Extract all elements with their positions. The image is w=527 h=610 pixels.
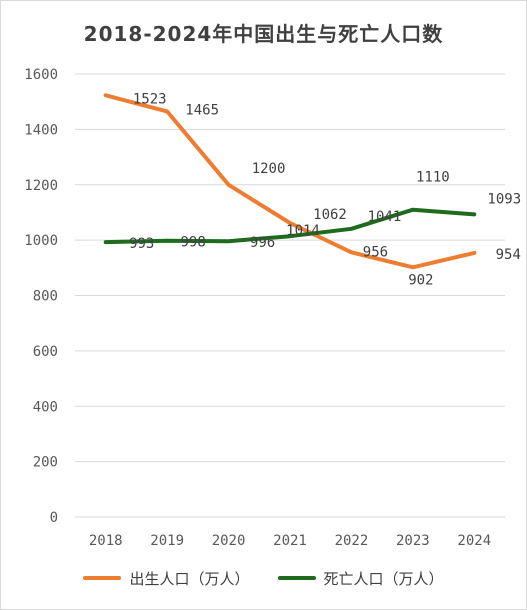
y-tick-label: 1200 — [24, 178, 58, 194]
series-line-1 — [103, 207, 477, 245]
data-label-s0-1: 1465 — [185, 102, 219, 118]
data-label-s1-4: 1041 — [368, 209, 402, 225]
data-label-s1-0: 993 — [129, 236, 154, 252]
y-tick-label: 400 — [33, 399, 58, 415]
y-tick-label: 1400 — [24, 122, 58, 138]
legend-label-deaths: 死亡人口（万人） — [323, 569, 444, 588]
legend-item-births: 出生人口（万人） — [83, 568, 250, 589]
data-label-s1-3: 1014 — [286, 223, 320, 239]
data-label-s1-5: 1110 — [416, 170, 450, 186]
x-tick-label: 2021 — [273, 533, 307, 549]
data-label-s1-1: 998 — [180, 235, 205, 251]
data-label-s0-0: 1523 — [133, 91, 167, 107]
y-tick-label: 1600 — [24, 67, 58, 83]
x-tick-label: 2020 — [212, 533, 246, 549]
legend-item-deaths: 死亡人口（万人） — [277, 568, 444, 589]
data-label-s0-4: 956 — [363, 244, 388, 260]
legend-label-births: 出生人口（万人） — [129, 569, 250, 588]
data-label-s0-2: 1200 — [252, 161, 286, 177]
data-label-s1-6: 1093 — [487, 191, 521, 207]
data-label-s0-6: 954 — [496, 247, 521, 263]
data-label-s1-2: 996 — [250, 235, 275, 251]
x-tick-label: 2023 — [396, 533, 430, 549]
legend-swatch-deaths — [277, 576, 316, 580]
y-tick-label: 0 — [50, 510, 58, 526]
legend-swatch-births — [83, 576, 122, 580]
y-tick-label: 800 — [33, 289, 58, 305]
data-label-s0-5: 902 — [408, 272, 433, 288]
legend: 出生人口（万人） 死亡人口（万人） — [0, 566, 527, 590]
y-tick-label: 200 — [33, 455, 58, 471]
x-tick-label: 2019 — [150, 533, 184, 549]
series-line-0 — [103, 93, 477, 270]
y-tick-label: 1000 — [24, 233, 58, 249]
x-tick-label: 2024 — [457, 533, 491, 549]
x-tick-label: 2022 — [335, 533, 369, 549]
data-label-s0-3: 1062 — [313, 207, 347, 223]
chart-title: 2018-2024年中国出生与死亡人口数 — [83, 22, 444, 46]
y-tick-label: 600 — [33, 344, 58, 360]
x-tick-label: 2018 — [89, 533, 123, 549]
